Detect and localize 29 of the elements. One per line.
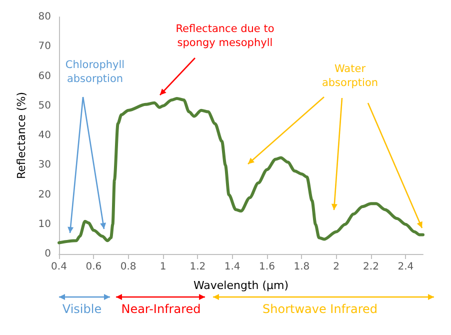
text: Shortwave Infrared — [262, 302, 378, 316]
annotation: Reflectance due to spongy mesophyll — [174, 22, 276, 50]
text: Near-Infrared — [120, 302, 202, 316]
text: Visible — [61, 302, 103, 316]
x-tick-label: 2.2 — [363, 262, 379, 272]
y-tick-label: 70 — [38, 41, 51, 52]
y-tick-label: 10 — [38, 218, 51, 230]
x-tick-label: 2 — [333, 262, 340, 272]
x-tick-label: 0.6 — [86, 262, 102, 272]
y-tick-label: 50 — [38, 100, 51, 112]
annotation: Water absorption — [320, 62, 380, 90]
annotation: Chlorophyll absorption — [64, 58, 126, 86]
x-tick-label: 0.4 — [51, 262, 67, 272]
y-tick-label: 0 — [44, 248, 51, 260]
y-tick-label: 60 — [38, 70, 51, 82]
y-tick-label: 20 — [38, 189, 51, 200]
x-tick-label: 0.8 — [120, 262, 136, 272]
y-axis-title: Reflectance (%) — [15, 92, 28, 180]
y-tick-label: 30 — [38, 160, 51, 171]
x-tick-label: 1.2 — [190, 262, 206, 272]
y-tick-label: 80 — [38, 12, 51, 22]
line-series — [58, 96, 424, 244]
y-tick-label: 40 — [38, 130, 51, 141]
x-tick-label: 1.6 — [259, 262, 275, 272]
x-tick-label: 1 — [160, 262, 166, 272]
x-tick-label: 1.8 — [294, 262, 310, 272]
x-axis-title: Wavelength (μm) — [193, 279, 289, 292]
x-tick-label: 1.4 — [224, 262, 240, 272]
x-tick-label: 2.4 — [398, 262, 414, 272]
